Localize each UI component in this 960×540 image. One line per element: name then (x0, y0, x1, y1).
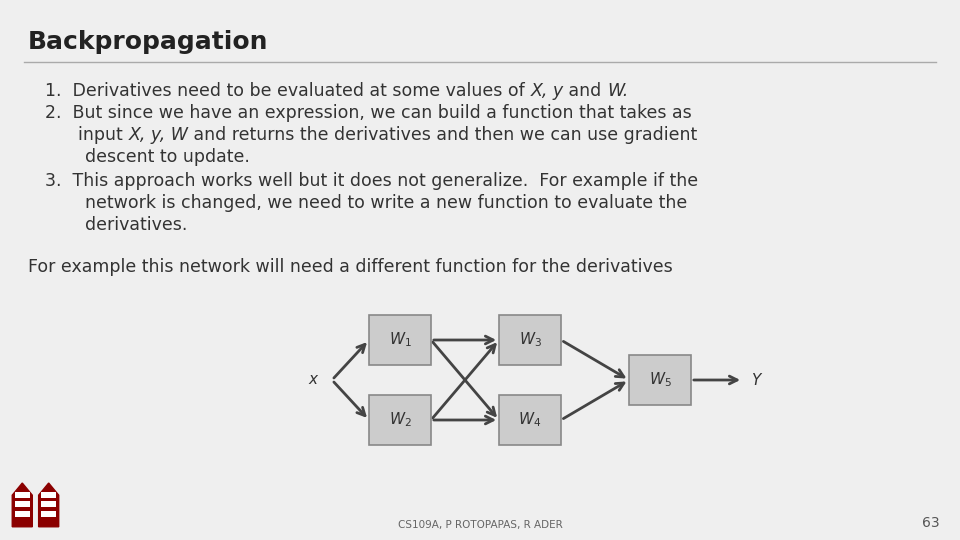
Text: $W_1$: $W_1$ (389, 330, 412, 349)
Text: network is changed, we need to write a new function to evaluate the: network is changed, we need to write a n… (85, 194, 687, 212)
FancyBboxPatch shape (499, 315, 561, 365)
Text: X, y: X, y (530, 82, 564, 100)
Text: X, y, W: X, y, W (129, 126, 188, 144)
Text: 1.  Derivatives need to be evaluated at some values of: 1. Derivatives need to be evaluated at s… (45, 82, 530, 100)
Polygon shape (15, 502, 30, 508)
Text: $W_3$: $W_3$ (518, 330, 541, 349)
FancyBboxPatch shape (499, 395, 561, 445)
Text: For example this network will need a different function for the derivatives: For example this network will need a dif… (28, 258, 673, 276)
Text: CS109A, P ROTOPAPAS, R ADER: CS109A, P ROTOPAPAS, R ADER (397, 520, 563, 530)
Text: 63: 63 (923, 516, 940, 530)
Polygon shape (41, 502, 56, 508)
Text: Backpropagation: Backpropagation (28, 30, 269, 54)
Polygon shape (41, 492, 56, 498)
Text: $W_5$: $W_5$ (649, 370, 671, 389)
Polygon shape (38, 483, 59, 527)
Text: $x$: $x$ (308, 373, 320, 388)
FancyBboxPatch shape (629, 355, 691, 405)
FancyBboxPatch shape (369, 315, 431, 365)
Text: derivatives.: derivatives. (85, 216, 187, 234)
Text: 3.  This approach works well but it does not generalize.  For example if the: 3. This approach works well but it does … (45, 172, 698, 190)
Text: $Y$: $Y$ (751, 372, 763, 388)
Text: $W_4$: $W_4$ (518, 410, 541, 429)
Polygon shape (15, 511, 30, 517)
Polygon shape (12, 483, 33, 527)
Text: input: input (45, 126, 129, 144)
Text: and: and (564, 82, 607, 100)
Text: and returns the derivatives and then we can use gradient: and returns the derivatives and then we … (188, 126, 697, 144)
Polygon shape (41, 511, 56, 517)
FancyBboxPatch shape (369, 395, 431, 445)
Text: $W_2$: $W_2$ (389, 410, 412, 429)
Text: W.: W. (607, 82, 629, 100)
Polygon shape (15, 492, 30, 498)
Text: 2.  But since we have an expression, we can build a function that takes as: 2. But since we have an expression, we c… (45, 104, 692, 122)
Text: descent to update.: descent to update. (85, 148, 250, 166)
